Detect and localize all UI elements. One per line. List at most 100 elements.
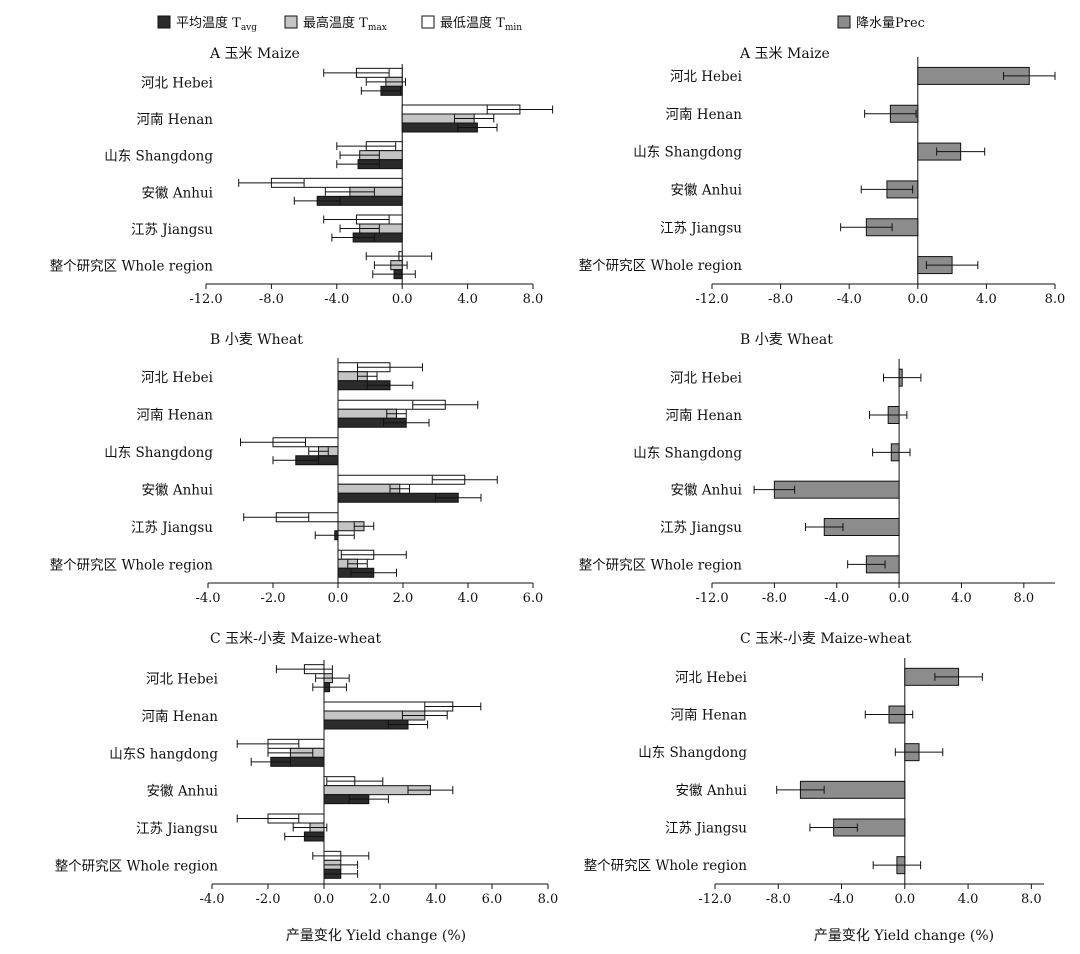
legend-label-tmin: 最低温度 T xyxy=(440,15,505,31)
legend-sub-tavg: avg xyxy=(241,23,257,33)
chart-panel-1: A 玉米 Maize -12.0 -8.0 -4.0 0.0 4.0 8.0 河北 Hebei… xyxy=(50,46,554,307)
category-label: 河南 Henan xyxy=(137,407,214,423)
panel-title: B 小麦 Wheat xyxy=(740,332,833,348)
category-label: 安徽 Anhui xyxy=(671,483,743,499)
x-tick-label: 4.0 xyxy=(457,292,478,307)
category-label: 河北 Hebei xyxy=(146,672,219,688)
category-label: 安徽 Anhui xyxy=(142,482,214,498)
category-label: 河南 Henan xyxy=(137,112,214,128)
legend-sub-tmax: max xyxy=(368,23,387,33)
legend-temperature: 平均温度 Tavg 最高温度 Tmax 最低温度 Tmin xyxy=(157,15,522,33)
category-label: 整个研究区 Whole region xyxy=(579,258,743,274)
x-tick-label: -8.0 xyxy=(766,892,791,907)
svg-text:最高温度 Tmax: 最高温度 Tmax xyxy=(303,15,387,33)
category-label: 江苏 Jiangsu xyxy=(131,222,213,238)
x-tick-label: -4.0 xyxy=(837,292,862,307)
x-tick-label: 4.0 xyxy=(951,591,972,606)
x-tick-label: 0.0 xyxy=(392,292,413,307)
chart-panel-5: C 玉米-小麦 Maize-wheat -4.0 -2.0 0.0 2.0 4.0 6.0 8… xyxy=(55,631,559,907)
category-label: 整个研究区 Whole region xyxy=(50,557,214,573)
category-label: 河北 Hebei xyxy=(675,670,748,686)
category-label: 江苏 Jiangsu xyxy=(136,821,218,837)
legend-sub-tmin: min xyxy=(505,23,522,33)
panel-title: A 玉米 Maize xyxy=(209,46,300,62)
svg-text:平均温度 Tavg: 平均温度 Tavg xyxy=(176,15,257,33)
x-tick-label: -2.0 xyxy=(255,892,280,907)
legend-label-tavg: 平均温度 T xyxy=(176,15,241,31)
x-tick-label: 0.0 xyxy=(314,892,335,907)
x-tick-label: -2.0 xyxy=(260,591,285,606)
x-tick-label: 4.0 xyxy=(458,591,479,606)
x-tick-label: 4.0 xyxy=(958,892,979,907)
category-label: 河南 Henan xyxy=(666,408,743,424)
panel-title: B 小麦 Wheat xyxy=(210,332,303,348)
legend-swatch-prec xyxy=(837,15,851,29)
category-label: 河南 Henan xyxy=(666,107,743,123)
x-tick-label: 2.0 xyxy=(370,892,391,907)
chart-panel-3: B 小麦 Wheat -4.0 -2.0 0.0 2.0 4.0 6.0 河北 Hebei 河南… xyxy=(50,332,544,606)
x-tick-label: -4.0 xyxy=(824,591,849,606)
category-label: 河北 Hebei xyxy=(670,69,743,85)
x-tick-label: -4.0 xyxy=(199,892,224,907)
x-tick-label: -8.0 xyxy=(768,292,793,307)
category-label: 河北 Hebei xyxy=(141,75,214,91)
x-tick-label: 4.0 xyxy=(976,292,997,307)
category-label: 整个研究区 Whole region xyxy=(579,557,743,573)
panel-title: A 玉米 Maize xyxy=(739,46,830,62)
x-tick-label: 8.0 xyxy=(523,292,544,307)
category-label: 山东 Shangdong xyxy=(633,445,742,461)
category-label: 河北 Hebei xyxy=(141,370,214,386)
x-tick-label: -4.0 xyxy=(195,591,220,606)
category-label: 河南 Henan xyxy=(671,708,748,724)
category-label: 江苏 Jiangsu xyxy=(660,220,742,236)
category-label: 河南 Henan xyxy=(142,709,219,725)
category-label: 整个研究区 Whole region xyxy=(55,858,219,874)
category-label: 河北 Hebei xyxy=(670,371,743,387)
x-tick-label: -4.0 xyxy=(324,292,349,307)
x-tick-label: -12.0 xyxy=(189,292,222,307)
x-tick-label: 0.0 xyxy=(894,892,915,907)
category-label: 山东 Shangdong xyxy=(633,145,742,161)
x-tick-label: 8.0 xyxy=(1013,591,1034,606)
x-tick-label: -12.0 xyxy=(695,292,728,307)
category-label: 江苏 Jiangsu xyxy=(665,821,747,837)
category-label: 山东S hangdong xyxy=(109,746,218,762)
category-label: 山东 Shangdong xyxy=(104,445,213,461)
x-tick-label: 0.0 xyxy=(328,591,349,606)
chart-panel-2: A 玉米 Maize -12.0 -8.0 -4.0 0.0 4.0 8.0 河北 Hebei… xyxy=(579,46,1066,307)
x-tick-label: 0.0 xyxy=(889,591,910,606)
x-tick-label: -12.0 xyxy=(695,591,728,606)
x-tick-label: 8.0 xyxy=(1021,892,1042,907)
chart-panels: A 玉米 Maize -12.0 -8.0 -4.0 0.0 4.0 8.0 河北 Hebei… xyxy=(50,46,1066,907)
x-tick-label: 6.0 xyxy=(482,892,503,907)
legend-swatch-tmin xyxy=(421,15,435,29)
x-tick-label: -8.0 xyxy=(762,591,787,606)
category-label: 江苏 Jiangsu xyxy=(660,520,742,536)
x-tick-label: 8.0 xyxy=(1045,292,1066,307)
category-label: 整个研究区 Whole region xyxy=(584,858,748,874)
category-label: 山东 Shangdong xyxy=(638,745,747,761)
svg-text:最低温度 Tmin: 最低温度 Tmin xyxy=(440,15,522,33)
chart-panel-4: B 小麦 Wheat -12.0 -8.0 -4.0 0.0 4.0 8.0 河北 Hebei… xyxy=(579,332,1055,606)
legend-swatch-tmax xyxy=(284,15,298,29)
category-label: 安徽 Anhui xyxy=(671,182,743,198)
x-tick-label: 0.0 xyxy=(907,292,928,307)
panel-title: C 玉米-小麦 Maize-wheat xyxy=(740,631,912,647)
x-tick-label: 6.0 xyxy=(523,591,544,606)
x-tick-label: -12.0 xyxy=(698,892,731,907)
category-label: 安徽 Anhui xyxy=(147,784,219,800)
chart-panel-6: C 玉米-小麦 Maize-wheat -12.0 -8.0 -4.0 0.0 4.0 8.… xyxy=(584,631,1044,907)
legend-label-tmax: 最高温度 T xyxy=(303,15,368,31)
legend-label-prec: 降水量Prec xyxy=(856,16,925,31)
category-label: 整个研究区 Whole region xyxy=(50,259,214,275)
legend-precipitation: 降水量Prec xyxy=(837,15,925,31)
x-tick-label: 8.0 xyxy=(538,892,559,907)
x-tick-label: 4.0 xyxy=(426,892,447,907)
x-tick-label: 2.0 xyxy=(393,591,414,606)
x-tick-label: -8.0 xyxy=(259,292,284,307)
category-label: 安徽 Anhui xyxy=(142,185,214,201)
x-axis-label-right: 产量变化 Yield change (%) xyxy=(814,928,994,944)
category-label: 安徽 Anhui xyxy=(676,783,748,799)
panel-title: C 玉米-小麦 Maize-wheat xyxy=(210,631,382,647)
